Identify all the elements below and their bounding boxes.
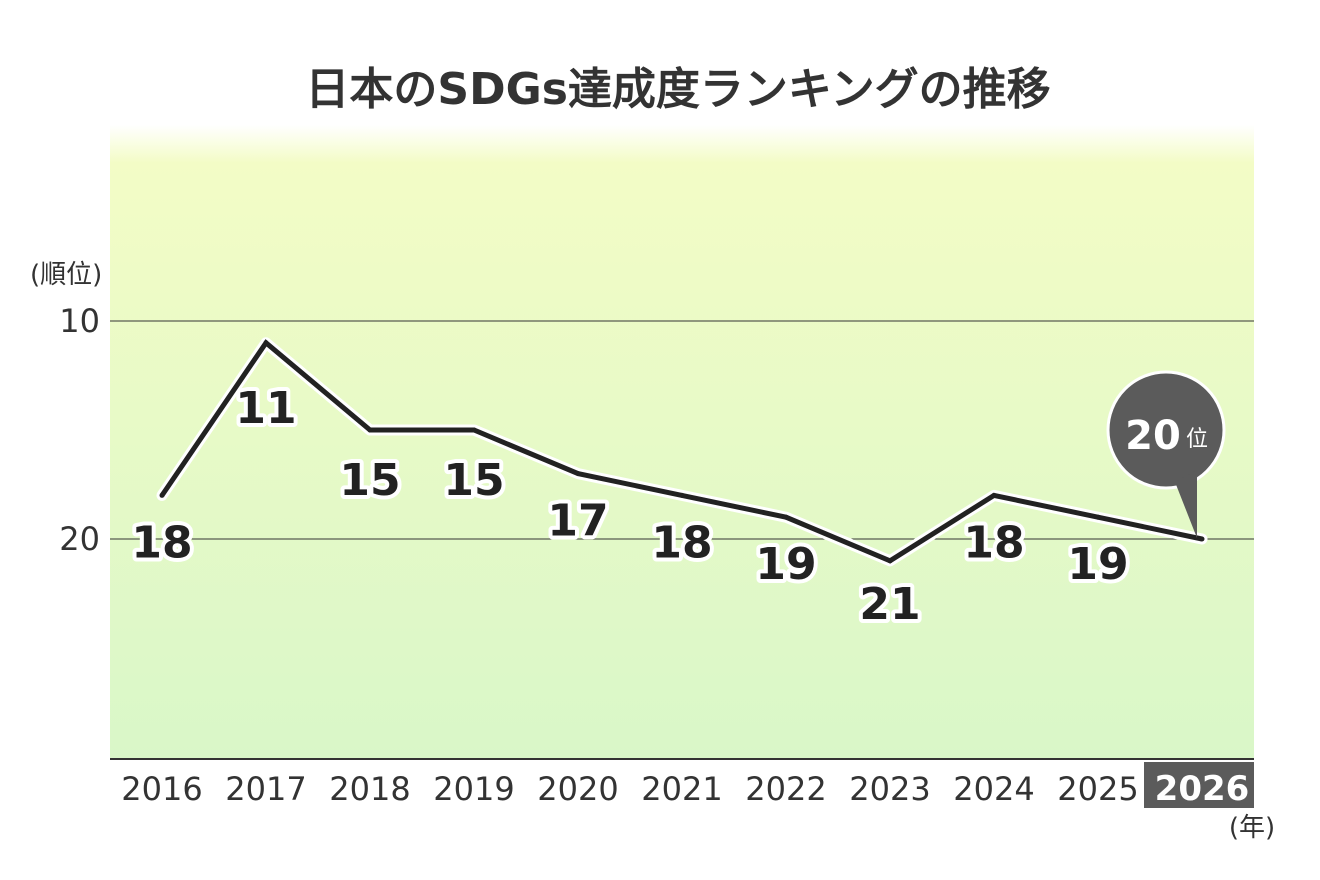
chart-title: 日本のSDGs達成度ランキングの推移 [305, 64, 1050, 115]
x-tick-label: 2020 [537, 770, 618, 808]
data-point [991, 492, 997, 498]
x-axis-unit-label: (年) [1229, 813, 1275, 843]
data-point [887, 558, 893, 564]
x-tick-labels: 2016 2017 2018 2019 2020 2021 2022 2023 2024 2025… [121, 769, 1249, 809]
x-tick-label: 2021 [641, 770, 722, 808]
data-label: 18 [651, 517, 712, 568]
x-tick-label: 2022 [745, 770, 826, 808]
data-point [1199, 536, 1205, 542]
data-label: 15 [339, 455, 400, 506]
data-label: 21 [859, 579, 920, 630]
data-label: 15 [443, 455, 504, 506]
y-tick-label: 10 [59, 302, 100, 340]
plot-background [110, 125, 1254, 758]
x-tick-label: 2017 [225, 770, 306, 808]
data-point [783, 514, 789, 520]
data-point [1095, 514, 1101, 520]
x-tick-highlight-box [1144, 762, 1254, 808]
x-tick-label: 2018 [329, 770, 410, 808]
x-tick-label: 2019 [433, 770, 514, 808]
data-label: 19 [755, 539, 816, 590]
gridlines: 10 20 [59, 302, 1254, 558]
data-label: 18 [131, 517, 192, 568]
data-point [679, 492, 685, 498]
x-tick-label: 2025 [1057, 770, 1138, 808]
y-tick-label: 20 [59, 520, 100, 558]
x-tick-label: 2026 [1155, 769, 1250, 809]
data-point [575, 471, 581, 477]
data-label: 11 [235, 383, 296, 434]
data-point [367, 427, 373, 433]
callout-circle [1106, 370, 1226, 490]
callout-bubble: 20 位 [1106, 370, 1226, 538]
y-axis-unit-label: (順位) [30, 260, 102, 290]
x-tick-label: 2016 [121, 770, 202, 808]
callout-unit: 位 [1186, 427, 1208, 452]
x-tick-label: 2024 [953, 770, 1034, 808]
callout-value: 20 [1125, 413, 1181, 459]
data-label: 18 [963, 517, 1024, 568]
data-point [159, 492, 165, 498]
x-tick-label: 2023 [849, 770, 930, 808]
data-label: 19 [1067, 539, 1128, 590]
data-point [263, 340, 269, 346]
data-label: 17 [547, 496, 608, 547]
series-line-group [156, 337, 1208, 567]
data-labels: 18 11 15 15 17 18 19 21 18 19 [127, 379, 1132, 634]
callout-pointer [1175, 470, 1197, 538]
data-point [471, 427, 477, 433]
